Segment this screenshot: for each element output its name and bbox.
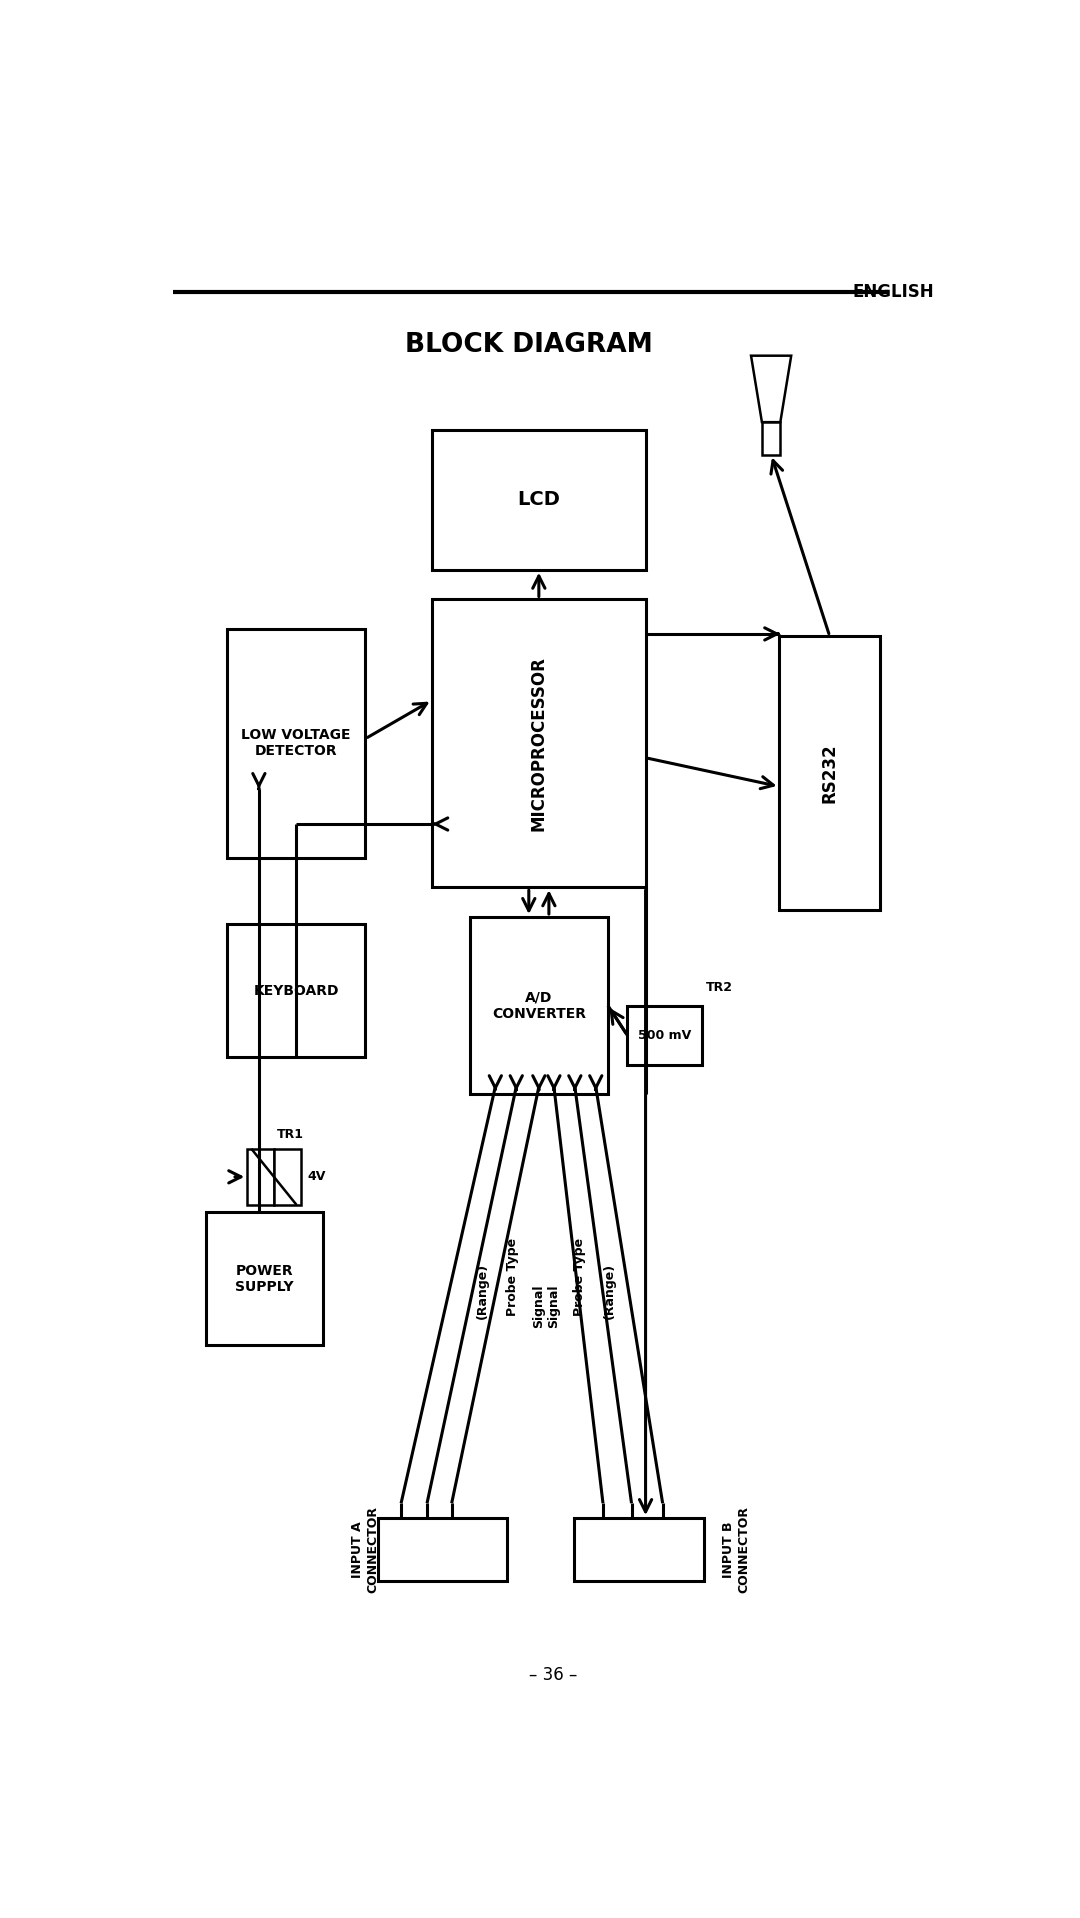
Bar (247, 1149, 274, 1205)
Text: A/D
CONVERTER: A/D CONVERTER (491, 990, 585, 1020)
Bar (627, 1005, 702, 1064)
Text: (Range): (Range) (603, 1264, 616, 1320)
Text: – 36 –: – 36 – (529, 1665, 578, 1684)
Bar (206, 1212, 323, 1345)
Text: LOW VOLTAGE
DETECTOR: LOW VOLTAGE DETECTOR (241, 729, 351, 758)
Bar (227, 629, 365, 857)
Text: Signal: Signal (532, 1285, 545, 1327)
Text: KEYBOARD: KEYBOARD (254, 984, 339, 997)
Text: 500 mV: 500 mV (638, 1028, 691, 1041)
Bar (432, 430, 646, 570)
Text: Signal: Signal (548, 1285, 561, 1327)
Bar (780, 637, 880, 909)
Bar (432, 600, 646, 888)
Bar (227, 924, 365, 1057)
Text: ENGLISH: ENGLISH (853, 284, 934, 301)
Text: RS232: RS232 (821, 742, 839, 804)
Text: BLOCK DIAGRAM: BLOCK DIAGRAM (405, 332, 652, 359)
Bar (378, 1517, 508, 1582)
Polygon shape (751, 355, 792, 422)
Text: (Range): (Range) (475, 1264, 488, 1320)
Text: MICROPROCESSOR: MICROPROCESSOR (530, 656, 548, 830)
Text: 4V: 4V (308, 1170, 326, 1183)
Text: INPUT A
CONNECTOR: INPUT A CONNECTOR (351, 1506, 379, 1594)
Text: LCD: LCD (517, 491, 561, 508)
Text: TR1: TR1 (276, 1128, 303, 1141)
Bar (575, 1517, 704, 1582)
Text: POWER
SUPPLY: POWER SUPPLY (235, 1264, 294, 1295)
Text: Probe Type: Probe Type (505, 1237, 518, 1316)
Text: TR2: TR2 (706, 980, 733, 994)
Text: INPUT B
CONNECTOR: INPUT B CONNECTOR (721, 1506, 750, 1594)
Bar (274, 1149, 300, 1205)
Bar (470, 917, 608, 1093)
Text: Probe Type: Probe Type (572, 1237, 585, 1316)
Bar (761, 422, 781, 455)
